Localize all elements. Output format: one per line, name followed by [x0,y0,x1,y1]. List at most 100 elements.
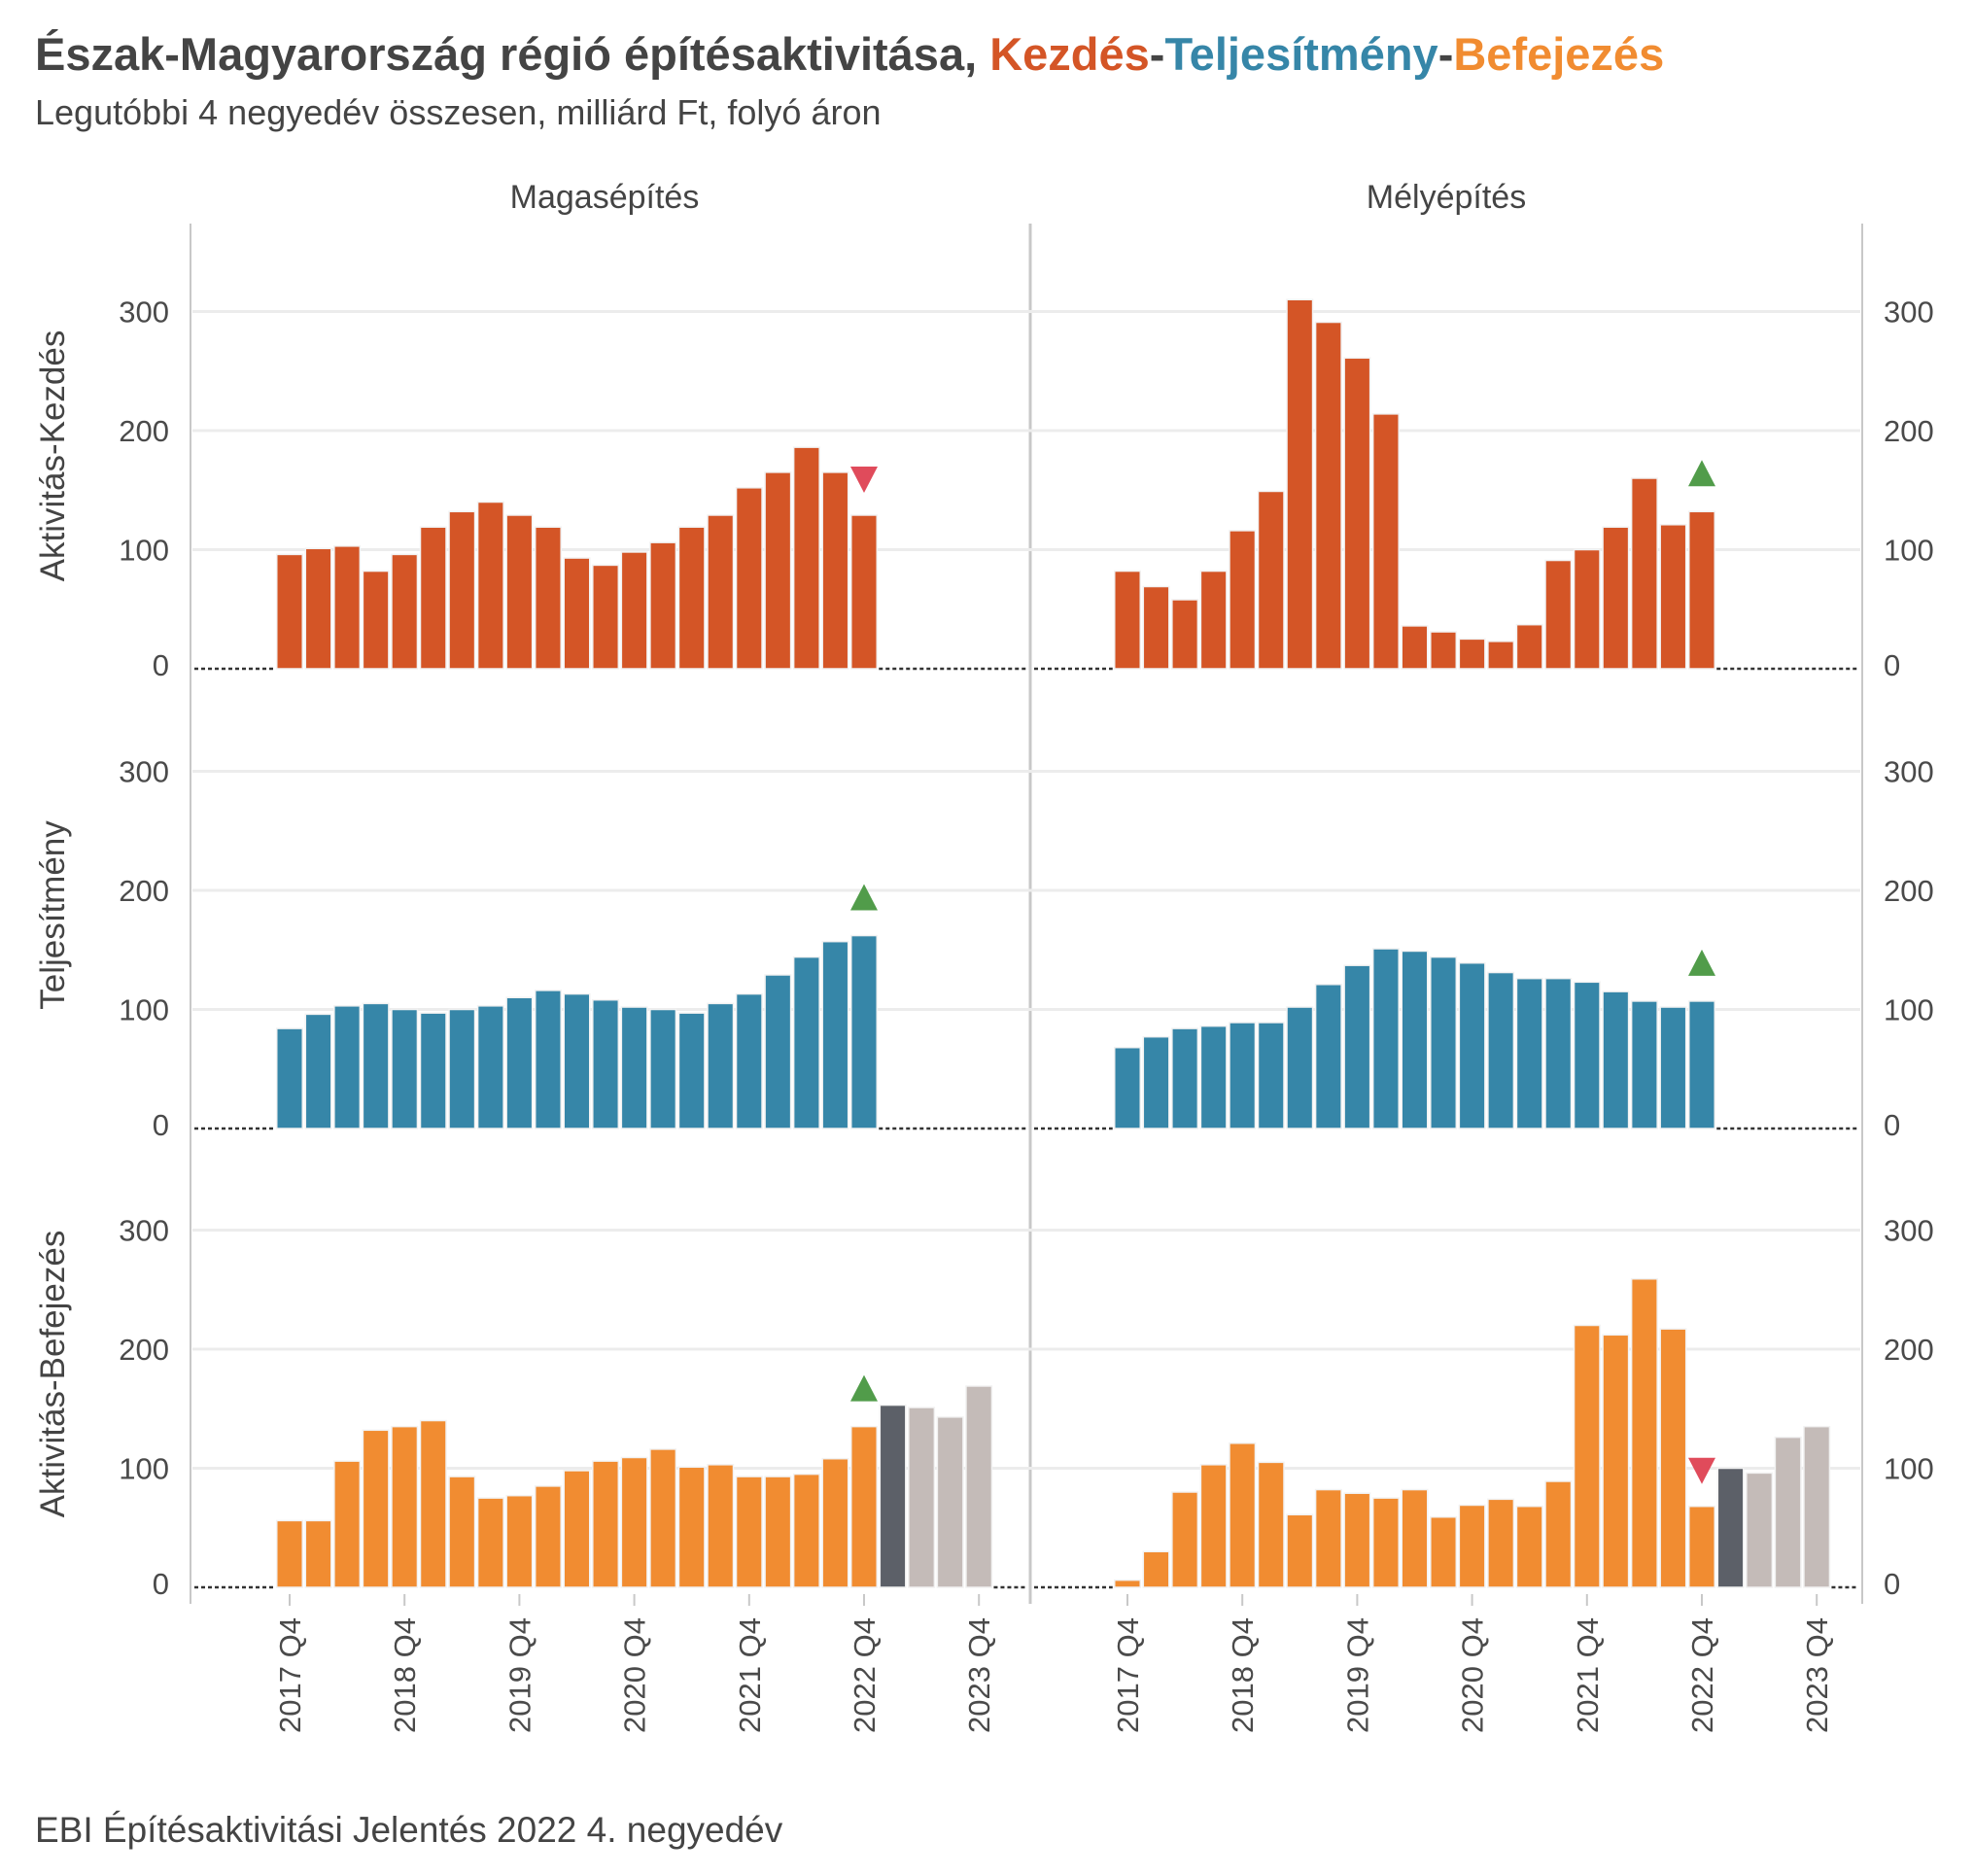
bar [1229,1442,1257,1588]
y-tick-label-left: 100 [119,534,169,568]
forecast-bar [1803,1425,1831,1588]
bar [592,998,620,1129]
x-tick-label: 2021 Q4 [733,1617,767,1733]
bar [707,1464,735,1588]
bar [448,1476,476,1588]
bar [476,1005,504,1129]
bar [677,1466,706,1588]
facet-column-label: Mélyépítés [1367,179,1526,216]
bar [1515,623,1543,670]
facet-row-label: Aktivitás-Kezdés [34,330,72,582]
decrease-arrow-icon [850,466,878,493]
bar [1343,357,1371,670]
y-tick-label-right: 0 [1884,648,1900,682]
bar [1630,477,1658,670]
bar [333,1460,362,1588]
bar [1171,599,1199,670]
y-tick-label-left: 200 [119,414,169,448]
y-tick-label-left: 300 [119,1214,169,1248]
bar [391,1425,419,1588]
bar [448,510,476,670]
bar [792,955,820,1129]
x-tick-label: 2017 Q4 [273,1617,307,1733]
bar [1114,1046,1141,1129]
bar [1142,1035,1170,1129]
y-tick-label-right: 100 [1884,993,1934,1027]
bar [764,974,792,1129]
bar [1544,1480,1573,1588]
bar [563,992,591,1129]
x-tick-label: 2020 Q4 [1456,1617,1490,1733]
y-tick-label-right: 0 [1884,1108,1900,1142]
bar [304,1519,332,1588]
bar [1487,971,1515,1129]
bar [1515,977,1543,1129]
bar [1630,1277,1658,1588]
bar [333,545,362,670]
bar [419,1419,447,1588]
bar [1199,1025,1228,1129]
bar [1229,1022,1257,1129]
y-tick-label-right: 100 [1884,1452,1934,1486]
bar [735,487,763,670]
bar [620,551,648,670]
bar [1286,1006,1314,1129]
y-tick-label-right: 100 [1884,534,1934,568]
bar [1430,955,1458,1129]
forecast-bar [1716,1467,1745,1588]
bar [1114,570,1141,670]
source-caption: EBI Építésaktivitási Jelentés 2022 4. ne… [35,1810,783,1850]
x-tick-label: 2021 Q4 [1571,1617,1605,1733]
forecast-bar [908,1407,936,1588]
x-tick-label: 2022 Q4 [848,1617,882,1733]
bar [1487,641,1515,670]
bar [1199,570,1228,670]
y-tick-label-left: 200 [119,874,169,908]
bar [649,1448,677,1588]
bar [304,1013,332,1129]
x-tick-label: 2020 Q4 [618,1617,652,1733]
bar [1257,1461,1285,1588]
bar [1573,1324,1601,1588]
bar [505,1494,534,1588]
bar [1171,1027,1199,1129]
bar [534,990,562,1129]
bar [1430,1515,1458,1588]
bar [707,1002,735,1129]
bar [649,1008,677,1129]
bar [1401,1488,1429,1588]
bar [1602,990,1630,1129]
bar [850,1425,878,1588]
bar [476,1497,504,1588]
y-tick-label-left: 300 [119,755,169,789]
title-befejezes: Befejezés [1453,28,1665,80]
bar [1401,950,1429,1129]
bar [362,1429,390,1588]
y-tick-label-right: 200 [1884,1333,1934,1367]
bar [534,526,562,670]
bar [1544,559,1573,670]
increase-arrow-icon [850,1374,878,1402]
bar [1515,1505,1543,1588]
forecast-bar [1774,1436,1802,1588]
bar [1573,548,1601,670]
x-tick-label: 2023 Q4 [962,1617,996,1733]
bar [1458,1504,1486,1588]
bar [792,1473,820,1588]
bar [620,1006,648,1129]
bar [362,1002,390,1129]
y-tick-label-left: 100 [119,993,169,1027]
x-tick-label: 2017 Q4 [1111,1617,1145,1733]
bar [1314,1488,1342,1588]
bar [505,514,534,670]
y-tick-label-left: 0 [153,1567,169,1601]
bar [1458,638,1486,670]
bar [592,1460,620,1588]
bar [1544,977,1573,1129]
bar [1401,625,1429,670]
bar [649,541,677,670]
bar [735,1476,763,1588]
bar [1286,298,1314,670]
bar [821,940,849,1129]
bar [677,1012,706,1129]
